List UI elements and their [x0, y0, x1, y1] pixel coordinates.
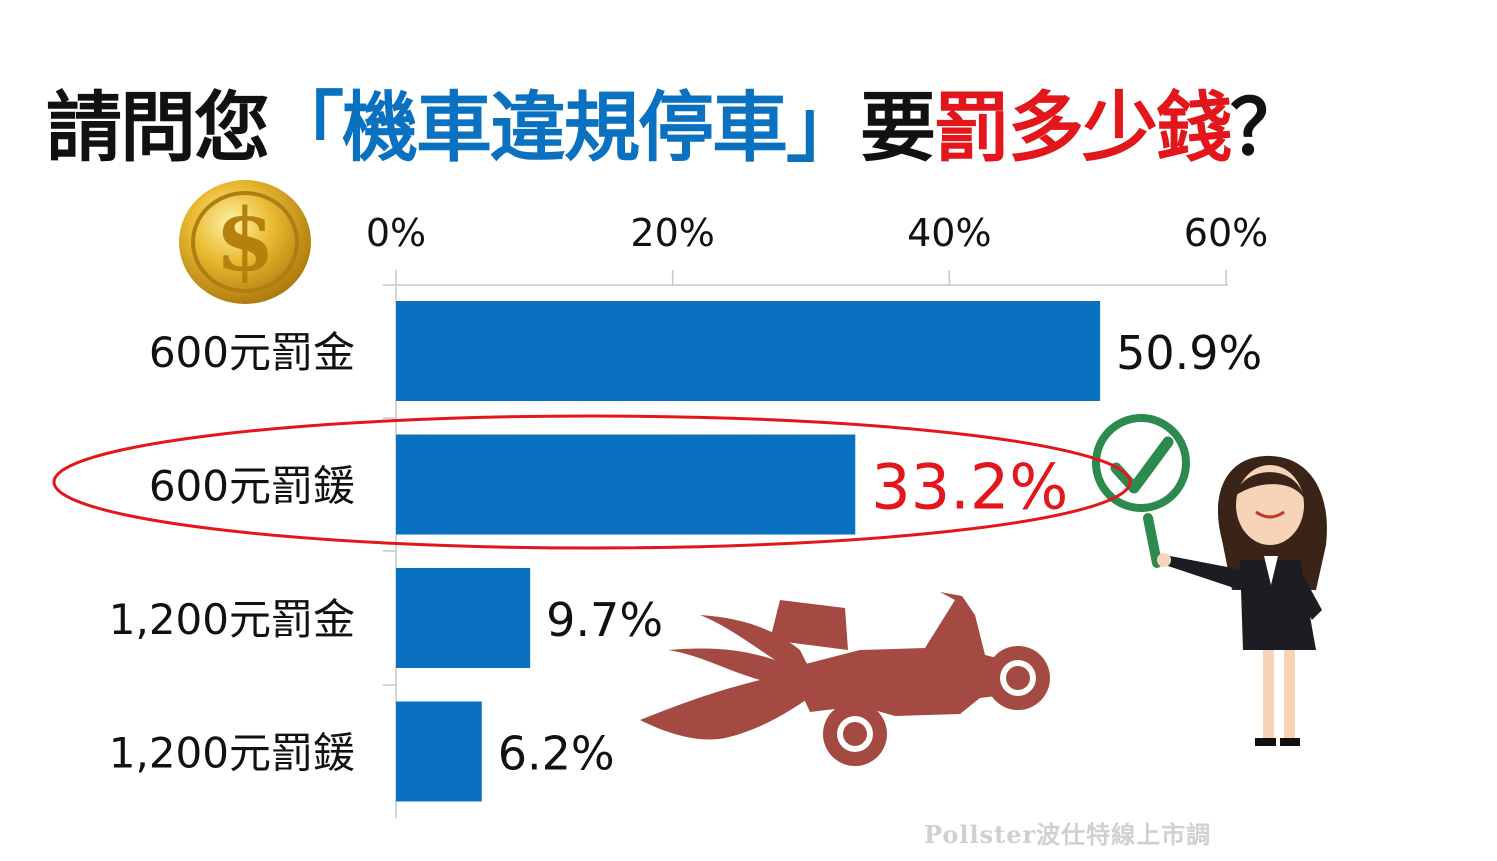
- category-label: 600元罰鍰: [149, 462, 355, 511]
- x-tick-label: 20%: [630, 211, 714, 255]
- speeding-scooter-icon: [640, 592, 1050, 766]
- title-part-mark: ？: [1230, 83, 1306, 172]
- svg-text:$: $: [215, 190, 275, 291]
- title-part-fine: 罰多少錢: [934, 83, 1232, 172]
- checkmark-icon: [1110, 436, 1174, 494]
- gold-dollar-coin-icon: $: [179, 180, 311, 304]
- data-label: 9.7%: [546, 593, 663, 647]
- category-label: 1,200元罰金: [109, 595, 355, 644]
- title-part-topic: 「機車違規停車」: [268, 83, 862, 172]
- x-tick-label: 60%: [1184, 211, 1268, 255]
- bar: [396, 301, 1101, 401]
- watermark: Pollster波仕特線上市調: [924, 820, 1212, 849]
- data-label: 6.2%: [498, 727, 615, 781]
- data-label: 50.9%: [1116, 326, 1262, 380]
- bar: [396, 701, 482, 802]
- businesswoman-with-magnifier-icon: [1157, 455, 1327, 746]
- chart-title: 請問您「機車違規停車」要罰多少錢？: [46, 78, 1306, 178]
- title-part-verb: 要: [860, 83, 936, 172]
- category-label: 600元罰金: [149, 328, 355, 377]
- highlight-ring: [52, 414, 1132, 550]
- x-tick-label: 40%: [907, 211, 991, 255]
- category-label: 1,200元罰鍰: [109, 729, 355, 778]
- bar: [396, 434, 856, 535]
- bar: [396, 568, 531, 668]
- checkmark-magnifier-icon: [1092, 414, 1190, 568]
- title-part-question: 請問您: [46, 83, 270, 172]
- x-tick-label: 0%: [366, 211, 426, 255]
- data-label: 33.2%: [871, 451, 1068, 524]
